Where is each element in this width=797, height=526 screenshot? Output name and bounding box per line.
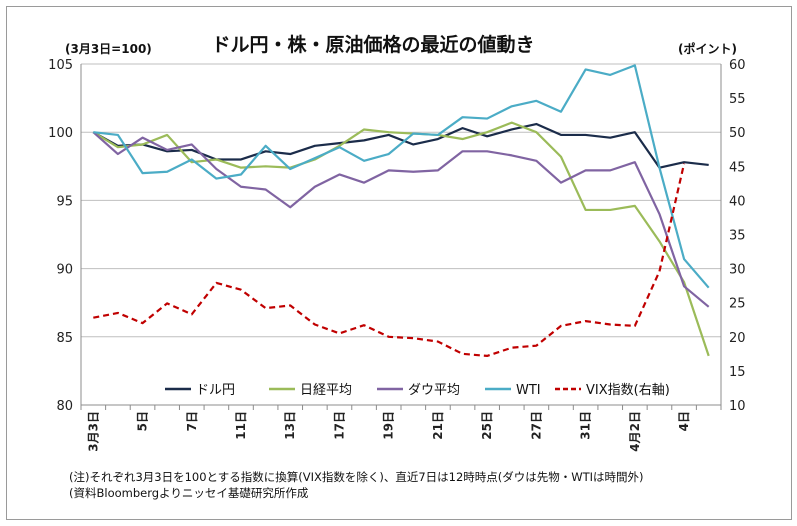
x-tick-label: 25日: [480, 411, 494, 440]
y-left-tick-label: 100: [48, 126, 73, 141]
x-tick-label: 3月3日: [86, 411, 100, 452]
y-right-tick-label: 15: [729, 365, 746, 380]
y-right-tick-label: 55: [729, 92, 746, 107]
y-right-tick-label: 20: [729, 331, 746, 346]
x-tick-label: 19日: [382, 411, 396, 440]
chart-title: ドル円・株・原油価格の最近の値動き: [211, 33, 534, 56]
y-right-tick-label: 40: [729, 194, 746, 209]
legend-label: ドル円: [196, 383, 235, 398]
series-lines: [92, 64, 710, 357]
series-line: [92, 122, 709, 169]
x-tick-label: 11日: [234, 411, 248, 440]
series-line: [93, 163, 686, 357]
right-y-axis: 10 15 20 25 30 35 40 45 50 55 60: [729, 58, 746, 414]
y-left-tick-label: 95: [56, 194, 73, 209]
left-axis-unit: (3月3日=100): [65, 42, 152, 56]
series-line: [92, 121, 710, 357]
y-right-tick-label: 35: [729, 229, 746, 244]
y-right-tick-label: 25: [729, 297, 746, 312]
y-right-tick-label: 60: [729, 58, 746, 73]
y-right-tick-label: 50: [729, 126, 746, 141]
legend: ドル円 日経平均 ダウ平均 WTI VIX指数(右軸): [165, 383, 670, 398]
series-line: [92, 131, 710, 308]
footnote-source: (資料Bloombergよりニッセイ基礎研究所作成: [69, 486, 309, 500]
legend-label: WTI: [516, 383, 541, 398]
x-tick-label: 5日: [136, 411, 150, 431]
y-right-tick-label: 45: [729, 160, 746, 175]
x-tick-label: 17日: [332, 411, 346, 440]
legend-label: ダウ平均: [408, 383, 460, 398]
footnote-note: (注)それぞれ3月3日を100とする指数に換算(VIX指数を除く)、直近7日は1…: [69, 470, 644, 484]
x-tick-label: 4日: [677, 411, 691, 431]
series-line: [93, 64, 710, 289]
x-tick-label: 31日: [579, 411, 593, 440]
right-axis-unit: (ポイント): [678, 41, 737, 56]
x-tick-label: 7日: [185, 411, 199, 431]
y-left-tick-label: 105: [48, 58, 73, 73]
x-axis: 3月3日 5日 7日 11日 13日 17日 19日 21日 25日 27日 31日 4月2日 4日: [80, 405, 722, 452]
y-right-tick-label: 10: [729, 399, 746, 414]
y-left-tick-label: 90: [56, 263, 73, 278]
legend-label: VIX指数(右軸): [586, 383, 670, 398]
x-tick-label: 21日: [431, 411, 445, 440]
x-tick-label: 27日: [529, 411, 543, 440]
x-tick-label: 13日: [283, 411, 297, 440]
chart-frame: ドル円・株・原油価格の最近の値動き (3月3日=100) (ポイント) 80 85…: [6, 6, 792, 520]
y-left-tick-label: 85: [56, 331, 73, 346]
line-chart: ドル円・株・原油価格の最近の値動き (3月3日=100) (ポイント) 80 85…: [48, 33, 746, 452]
grid-lines: [80, 63, 722, 406]
y-right-tick-label: 30: [729, 263, 746, 278]
legend-label: 日経平均: [300, 383, 352, 398]
y-left-tick-label: 80: [56, 399, 73, 414]
left-y-axis: 80 85 90 95 100 105: [48, 58, 73, 414]
x-tick-label: 4月2日: [628, 411, 642, 452]
